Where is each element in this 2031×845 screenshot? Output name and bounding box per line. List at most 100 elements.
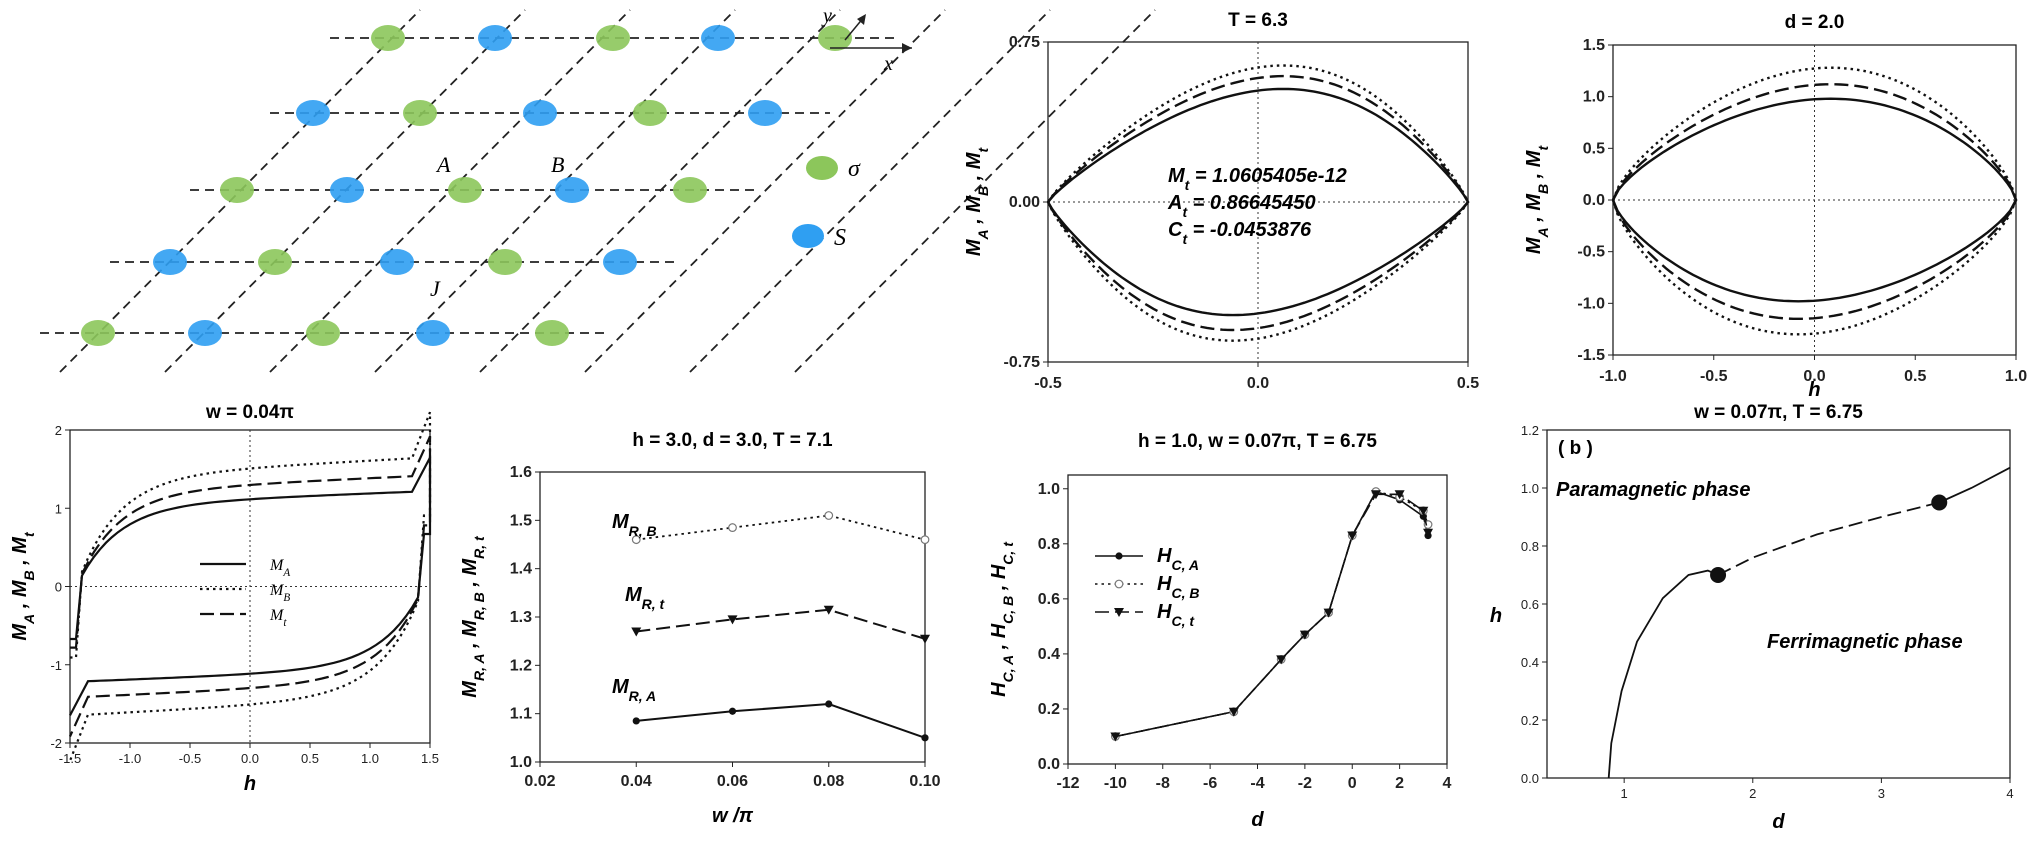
y-axis-title: h xyxy=(1490,605,1502,627)
data-point xyxy=(824,511,834,520)
sigma-site xyxy=(81,320,115,346)
s-site xyxy=(416,320,450,346)
y-tick-label: 0.4 xyxy=(1521,655,1539,670)
data-point xyxy=(1394,490,1405,500)
hysteresis-loop xyxy=(1046,74,1470,332)
sigma-site xyxy=(403,100,437,126)
legend-marker xyxy=(1114,608,1124,617)
legend-s-marker xyxy=(792,224,824,248)
hysteresis-loop xyxy=(1046,64,1470,342)
y-tick-label: 0.2 xyxy=(1038,701,1060,718)
x-tick-label: 0.04 xyxy=(621,773,652,790)
legend-sigma-label: σ xyxy=(848,156,861,182)
series-label: MR, A xyxy=(612,676,656,704)
y-tick-label: -0.75 xyxy=(1004,354,1041,371)
sigma-site xyxy=(488,249,522,275)
y-tick-label: 0.0 xyxy=(1583,192,1605,209)
x-tick-label: -0.5 xyxy=(1700,368,1728,385)
s-site xyxy=(188,320,222,346)
x-tick-label: 1.0 xyxy=(2005,368,2027,385)
sigma-site xyxy=(596,25,630,51)
x-axis-title: h xyxy=(244,773,256,795)
x-tick-label: 4 xyxy=(1443,775,1452,792)
x-tick-label: 1 xyxy=(1621,786,1628,801)
legend-s-label: S xyxy=(834,225,846,251)
y-tick-label: 0.6 xyxy=(1521,597,1539,612)
x-tick-label: 1.0 xyxy=(361,751,379,766)
y-axis-title: MA , MB , Mt xyxy=(1523,145,1551,255)
coupling-label-j: J xyxy=(430,276,441,301)
lattice-diagonal-bond xyxy=(374,9,736,373)
data-point xyxy=(1299,630,1310,640)
y-tick-label: 1.1 xyxy=(510,706,532,723)
x-arrowhead xyxy=(902,43,912,53)
annotation-text: Ct = -0.0453876 xyxy=(1168,219,1312,247)
chart-title: w = 0.07π, T = 6.75 xyxy=(1693,402,1863,423)
special-point xyxy=(1931,494,1948,511)
x-tick-label: -12 xyxy=(1056,775,1079,792)
sigma-site xyxy=(448,177,482,203)
y-tick-label: 0.8 xyxy=(1521,539,1539,554)
y-tick-label: 1.0 xyxy=(1038,481,1060,498)
x-tick-label: 0.5 xyxy=(301,751,319,766)
s-site xyxy=(330,177,364,203)
x-tick-label: -1.0 xyxy=(119,751,141,766)
plot-frame xyxy=(1067,474,1448,765)
y-tick-label: 1.2 xyxy=(1521,423,1539,438)
x-tick-label: 0.5 xyxy=(1457,375,1479,392)
x-tick-label: -1.0 xyxy=(1599,368,1627,385)
x-tick-label: 0.0 xyxy=(1803,368,1825,385)
series-line xyxy=(1115,490,1429,738)
x-tick-label: 4 xyxy=(2006,786,2013,801)
series-line xyxy=(636,608,926,640)
y-tick-label: 0 xyxy=(55,580,62,595)
lattice-diagonal-bond xyxy=(479,9,841,373)
x-tick-label: -0.5 xyxy=(1034,375,1062,392)
sigma-site xyxy=(258,249,292,275)
y-axis-title: HC, A , HC, B , HC, t xyxy=(988,541,1016,697)
s-site xyxy=(555,177,589,203)
data-point xyxy=(823,605,834,615)
legend-marker xyxy=(1115,552,1123,560)
legend-label: MA xyxy=(269,557,290,579)
x-tick-label: 1.5 xyxy=(421,751,439,766)
legend-label: HC, B xyxy=(1157,573,1199,601)
data-point xyxy=(1110,732,1121,742)
x-tick-label: 2 xyxy=(1749,786,1756,801)
y-arrowhead xyxy=(857,14,866,25)
chart-title: T = 6.3 xyxy=(1228,10,1288,31)
x-axis-title: d xyxy=(1251,809,1264,831)
special-point xyxy=(1710,567,1727,583)
phase-boundary xyxy=(1717,501,1940,576)
site-label-a: A xyxy=(435,152,451,177)
lattice-diagonal-bond xyxy=(689,9,1051,373)
series-line xyxy=(1115,493,1429,738)
sigma-site xyxy=(535,320,569,346)
panel-label: ( b ) xyxy=(1558,438,1593,459)
x-tick-label: 0.0 xyxy=(1247,375,1269,392)
phase-boundary xyxy=(1938,466,2011,504)
s-site xyxy=(296,100,330,126)
x-tick-label: 0.08 xyxy=(813,773,844,790)
data-point xyxy=(921,734,929,742)
y-tick-label: 0.75 xyxy=(1009,34,1040,51)
hysteresis-loop xyxy=(68,436,432,737)
data-point xyxy=(727,615,738,625)
x-tick-label: 3 xyxy=(1878,786,1885,801)
chart-title: w = 0.04π xyxy=(205,402,294,423)
y-tick-label: 1.6 xyxy=(510,464,532,481)
y-axis-title: MA , MB , Mt xyxy=(9,531,37,641)
y-tick-label: 1.3 xyxy=(510,609,532,626)
y-tick-label: 1.5 xyxy=(1583,37,1605,54)
data-point xyxy=(728,707,737,715)
s-site xyxy=(523,100,557,126)
data-point xyxy=(631,627,642,637)
y-tick-label: 1.2 xyxy=(510,657,532,674)
series-label: MR, t xyxy=(625,584,666,612)
data-point xyxy=(1228,707,1239,717)
y-tick-label: -2 xyxy=(50,736,62,751)
x-tick-label: 0.5 xyxy=(1904,368,1926,385)
s-site xyxy=(603,249,637,275)
lattice-diagonal-bond xyxy=(794,9,1156,373)
